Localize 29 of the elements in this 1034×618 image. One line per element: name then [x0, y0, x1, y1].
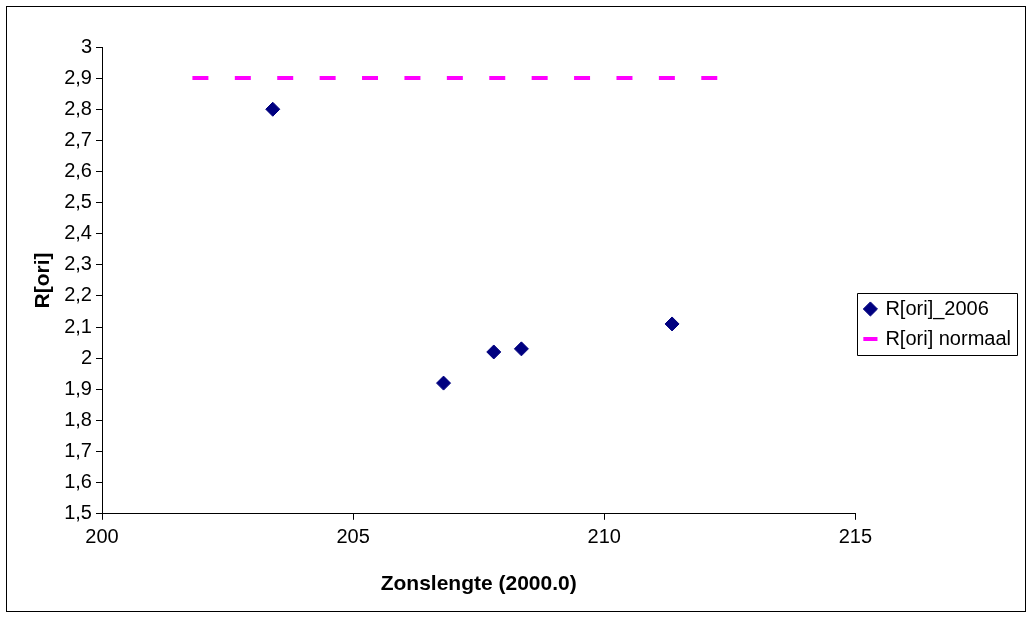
y-axis-title: R[ori] — [30, 252, 54, 309]
y-tick-label: 2,8 — [64, 96, 92, 119]
y-tick-label: 1,9 — [64, 376, 92, 399]
x-tick-label: 210 — [587, 525, 621, 548]
x-tick-label: 215 — [838, 525, 873, 548]
y-tick-label: 2,5 — [64, 190, 92, 213]
y-tick-label: 2,2 — [64, 283, 92, 306]
point — [513, 341, 529, 357]
y-tick-label: 1,7 — [64, 439, 92, 462]
point — [486, 344, 502, 360]
y-tick-label: 2 — [80, 345, 92, 368]
y-tick-label: 2,7 — [64, 127, 92, 150]
y-tick-label: 3 — [80, 34, 92, 57]
y-tick-label: 1,6 — [64, 470, 92, 493]
y-tick-label: 2,1 — [64, 314, 92, 337]
x-tick-label: 200 — [85, 525, 119, 548]
y-tick-label: 2,3 — [64, 252, 92, 275]
legend-label: R[ori]_2006 — [885, 296, 989, 320]
y-tick-label: 2,4 — [64, 221, 92, 244]
y-tick-label: 1,5 — [64, 501, 92, 524]
x-tick-label: 205 — [336, 525, 370, 548]
y-tick-label: 2,9 — [64, 65, 92, 88]
point — [265, 101, 281, 117]
point — [664, 316, 680, 332]
y-tick-label: 1,8 — [64, 407, 92, 430]
x-axis-title: Zonslengte (2000.0) — [380, 571, 577, 595]
legend-label: R[ori] normaal — [885, 326, 1012, 349]
point — [436, 375, 452, 391]
y-tick-label: 2,6 — [64, 159, 92, 181]
